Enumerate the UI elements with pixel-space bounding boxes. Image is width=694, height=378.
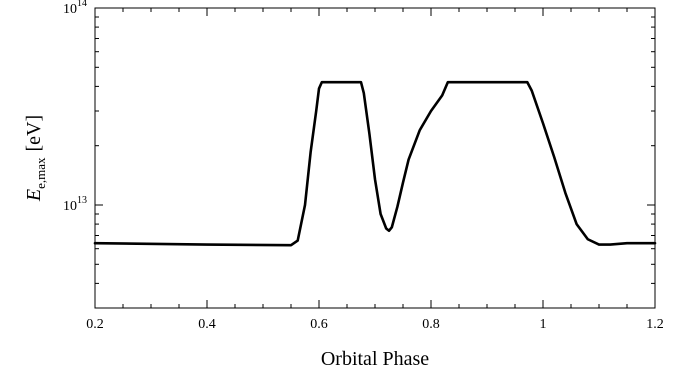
series-layer bbox=[93, 80, 657, 247]
y-axis-title-sub: e,max bbox=[33, 157, 48, 189]
y-tick-label: 1013 bbox=[63, 195, 87, 214]
x-tick-label: 0.8 bbox=[422, 317, 440, 332]
x-tick-label: 1 bbox=[540, 317, 547, 332]
y-axis-title: Ee,max [eV] bbox=[23, 115, 48, 202]
y-tick-label-exponent: 14 bbox=[77, 0, 87, 9]
series-line bbox=[93, 80, 657, 247]
x-ticks: 0.2 0.4 0.6 0.8 1 1.2 bbox=[86, 8, 664, 332]
y-tick-label-base: 10 bbox=[63, 199, 77, 214]
x-tick-label: 0.4 bbox=[198, 317, 216, 332]
y-tick-label-base: 10 bbox=[63, 2, 77, 17]
x-tick-label: 1.2 bbox=[646, 317, 664, 332]
x-tick-label: 0.2 bbox=[86, 317, 104, 332]
y-axis-title-unit: [eV] bbox=[23, 115, 45, 152]
y-axis-title-main: E bbox=[23, 189, 45, 202]
x-tick-label: 0.6 bbox=[310, 317, 328, 332]
x-axis-title: Orbital Phase bbox=[321, 348, 429, 370]
y-tick-label-exponent: 13 bbox=[77, 195, 87, 206]
y-tick-label: 1014 bbox=[63, 0, 87, 17]
plot-frame bbox=[94, 7, 656, 309]
